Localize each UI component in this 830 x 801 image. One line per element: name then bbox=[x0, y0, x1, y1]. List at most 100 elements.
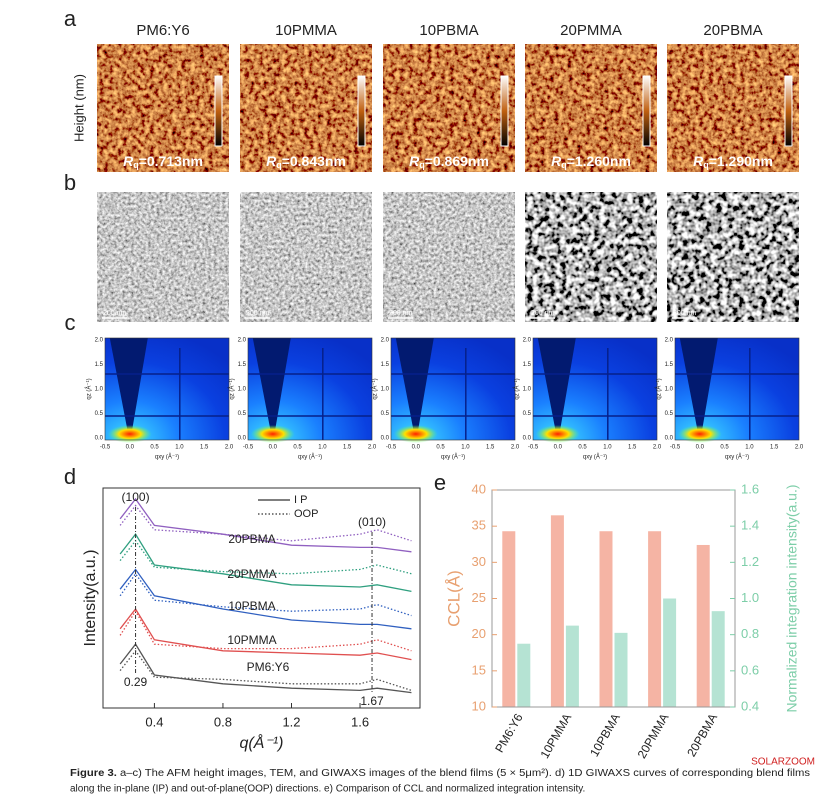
rq-symbol: R bbox=[409, 153, 420, 169]
giwaxs-xtick: -0.5 bbox=[243, 445, 254, 451]
giwaxs-shadow bbox=[252, 338, 291, 432]
giwaxs-xlabel: qxy (Å⁻¹) bbox=[298, 454, 322, 461]
rq-symbol: R bbox=[693, 153, 704, 169]
y-tick-label: 40 bbox=[472, 481, 486, 496]
giwaxs-xtick: 2.0 bbox=[511, 445, 520, 451]
bar bbox=[565, 625, 579, 707]
giwaxs-ytick: 1.0 bbox=[523, 387, 532, 393]
giwaxs-xtick: 1.5 bbox=[200, 445, 209, 451]
giwaxs-frame bbox=[104, 337, 230, 441]
peak-label: (010) bbox=[358, 515, 386, 529]
x-tick-label: 0.4 bbox=[145, 714, 163, 729]
afm-image bbox=[383, 44, 515, 172]
sample-header: 10PBMA bbox=[419, 22, 478, 39]
giwaxs-xtick: 0.0 bbox=[554, 445, 563, 451]
tem-image bbox=[97, 192, 229, 322]
giwaxs-ytick: 1.0 bbox=[381, 387, 390, 393]
giwaxs-xtick: 2.0 bbox=[368, 445, 377, 451]
ip-curve bbox=[119, 643, 412, 694]
giwaxs-spot bbox=[677, 425, 722, 443]
bar bbox=[502, 531, 516, 707]
scale-bar-label: 200 nm bbox=[103, 310, 127, 317]
rq-label: Rq=0.843nm bbox=[266, 153, 346, 171]
giwaxs-xtick: -0.5 bbox=[670, 445, 681, 451]
giwaxs-xtick: 1.0 bbox=[175, 445, 184, 451]
x-tick-label: 10PMMA bbox=[537, 711, 574, 761]
caption-label: Figure 3. bbox=[70, 768, 117, 779]
giwaxs-grid bbox=[533, 348, 657, 440]
ip-curve bbox=[119, 568, 412, 630]
giwaxs-grid bbox=[675, 348, 799, 440]
giwaxs-xtick: 2.0 bbox=[795, 445, 804, 451]
panel-label: b bbox=[64, 170, 76, 195]
giwaxs-xtick: 0.0 bbox=[269, 445, 278, 451]
scale-bar-label: 200 nm bbox=[531, 310, 555, 317]
y-tick-label: 10 bbox=[472, 698, 486, 713]
x-tick-label: 10PBMA bbox=[587, 711, 623, 759]
plot-frame bbox=[102, 487, 421, 709]
y2-tick-label: 1.2 bbox=[741, 554, 759, 569]
giwaxs-spot bbox=[393, 425, 438, 443]
giwaxs-ytick: 2.0 bbox=[95, 338, 104, 344]
giwaxs-frame bbox=[532, 337, 658, 441]
giwaxs-xtick: 2.0 bbox=[225, 445, 234, 451]
x-axis-label: q(Å⁻¹) bbox=[240, 733, 284, 752]
peak-position: 1.67 bbox=[360, 694, 384, 708]
y-tick-label: 30 bbox=[472, 554, 486, 569]
giwaxs-ytick: 0.0 bbox=[523, 436, 532, 442]
y2-tick-label: 1.6 bbox=[741, 481, 759, 496]
giwaxs-ytick: 2.0 bbox=[523, 338, 532, 344]
giwaxs-shadow bbox=[679, 338, 718, 432]
giwaxs-ytick: 1.0 bbox=[95, 387, 104, 393]
giwaxs-xtick: 0.0 bbox=[696, 445, 705, 451]
y-axis-label: Intensity(a.u.) bbox=[82, 550, 99, 647]
giwaxs-ytick: 1.5 bbox=[238, 362, 247, 368]
rq-subscript: q bbox=[276, 160, 282, 170]
bar bbox=[599, 531, 613, 707]
giwaxs-frame bbox=[390, 337, 516, 441]
giwaxs-shadow bbox=[395, 338, 434, 432]
y2-axis-label: Normalized integration intensity(a.u.) bbox=[784, 485, 800, 713]
bar bbox=[663, 598, 677, 707]
giwaxs-ytick: 0.5 bbox=[381, 411, 390, 417]
curve-label: 20PBMA bbox=[228, 532, 275, 546]
rq-subscript: q bbox=[561, 160, 567, 170]
giwaxs-xtick: 1.0 bbox=[461, 445, 470, 451]
giwaxs-ylabel: qz (Å⁻¹) bbox=[656, 378, 663, 399]
sample-header: 20PMMA bbox=[560, 22, 622, 39]
giwaxs-ytick: 0.5 bbox=[95, 411, 104, 417]
giwaxs-xtick: 0.5 bbox=[150, 445, 159, 451]
afm-colorbar bbox=[500, 75, 509, 147]
giwaxs-xtick: 0.0 bbox=[126, 445, 135, 451]
giwaxs-xtick: 1.5 bbox=[343, 445, 352, 451]
giwaxs-ytick: 1.5 bbox=[381, 362, 390, 368]
giwaxs-grid bbox=[391, 348, 515, 440]
tem-image bbox=[667, 192, 799, 322]
rq-subscript: q bbox=[703, 160, 709, 170]
giwaxs-ytick: 0.0 bbox=[381, 436, 390, 442]
bar bbox=[517, 643, 531, 707]
giwaxs-spot bbox=[107, 425, 152, 443]
giwaxs-ytick: 0.5 bbox=[665, 411, 674, 417]
watermark: SOLARZOOM bbox=[751, 757, 815, 768]
giwaxs-xtick: 0.5 bbox=[436, 445, 445, 451]
afm-image bbox=[97, 44, 229, 172]
oop-curve bbox=[119, 572, 412, 617]
giwaxs-shadow bbox=[109, 338, 148, 432]
giwaxs-xtick: -0.5 bbox=[386, 445, 397, 451]
giwaxs-ytick: 1.5 bbox=[665, 362, 674, 368]
scale-bar-label: 200 nm bbox=[673, 310, 697, 317]
afm-colorbar bbox=[214, 75, 223, 147]
rq-label: Rq=1.290nm bbox=[693, 153, 773, 171]
giwaxs-ytick: 0.0 bbox=[95, 436, 104, 442]
giwaxs-xlabel: qxy (Å⁻¹) bbox=[583, 454, 607, 461]
caption-text: a–c) The AFM height images, TEM, and GIW… bbox=[117, 768, 810, 779]
giwaxs-xtick: 1.5 bbox=[770, 445, 779, 451]
giwaxs-ylabel: qz (Å⁻¹) bbox=[86, 378, 93, 399]
afm-colorbar bbox=[784, 75, 793, 147]
legend-label: I P bbox=[294, 494, 307, 506]
giwaxs-xtick: 1.0 bbox=[603, 445, 612, 451]
sample-header: PM6:Y6 bbox=[136, 22, 189, 39]
sample-header: 10PMMA bbox=[275, 22, 337, 39]
